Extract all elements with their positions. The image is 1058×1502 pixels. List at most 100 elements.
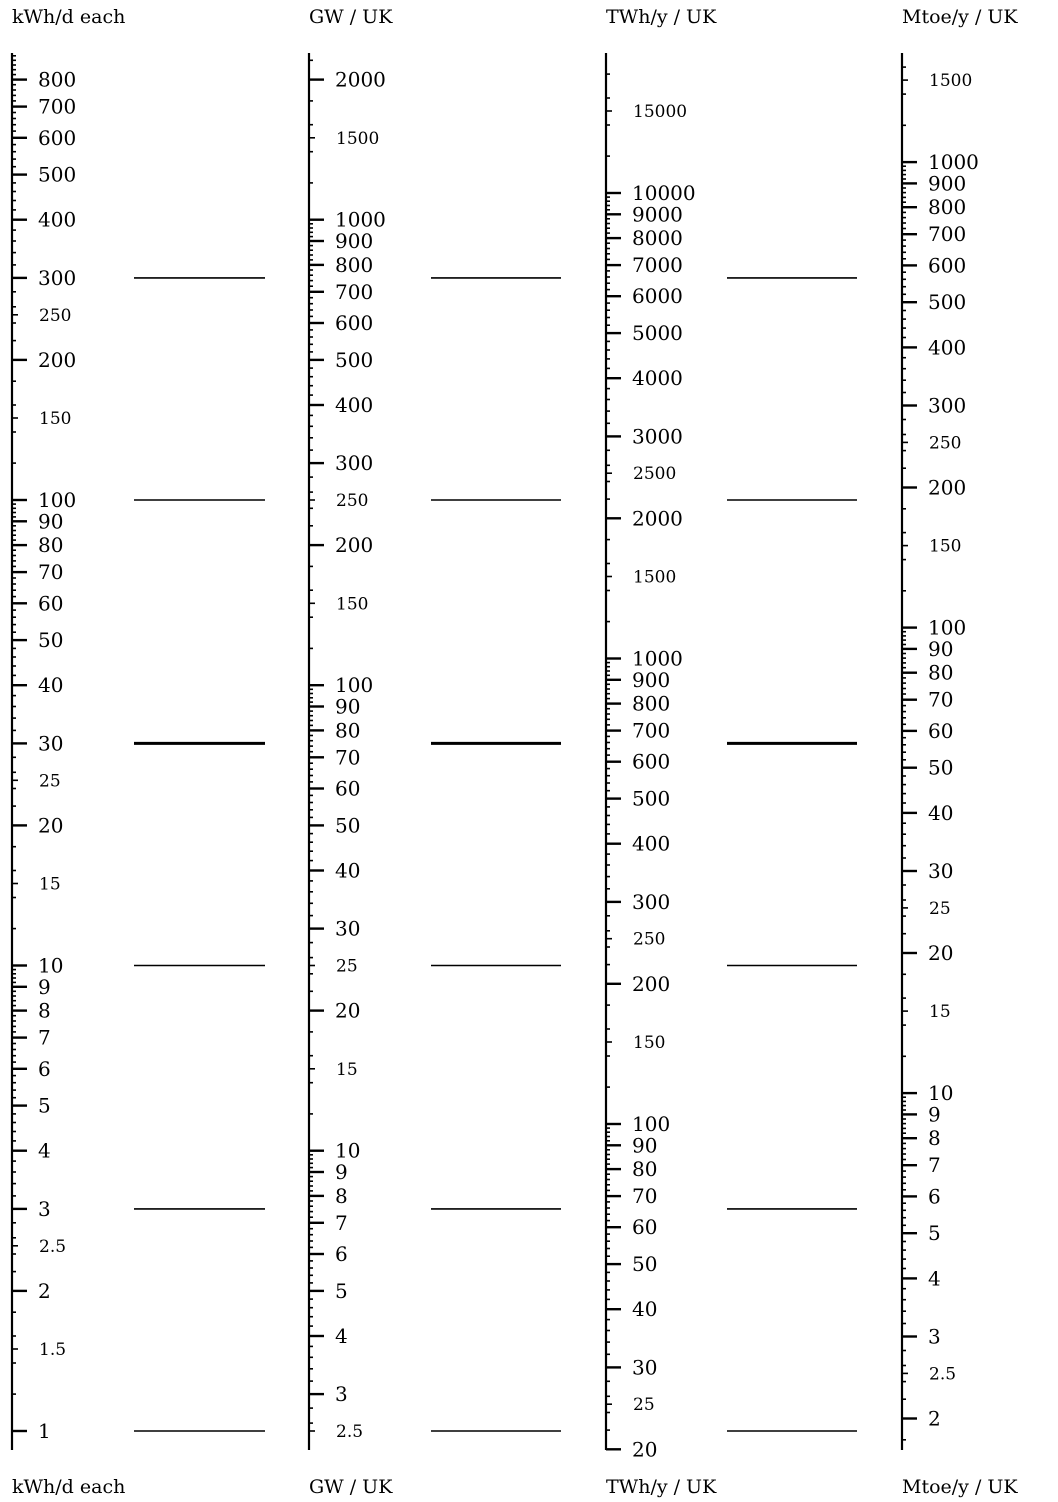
tick-label: 800 — [928, 195, 966, 219]
tick-label: 800 — [632, 692, 670, 716]
tick-label: 15000 — [633, 102, 687, 122]
tick-label: 40 — [928, 801, 953, 825]
tick-label: 300 — [335, 451, 373, 475]
tick-label: 400 — [38, 208, 76, 232]
tick-label: 15 — [929, 1002, 951, 1022]
tick-label: 2000 — [632, 506, 683, 530]
tick-label: 1 — [38, 1419, 51, 1443]
tick-label: 20 — [335, 999, 360, 1023]
tick-label: 8 — [928, 1126, 941, 1150]
tick-label: 1.5 — [39, 1340, 66, 1360]
tick-label: 40 — [632, 1297, 657, 1321]
tick-label: 150 — [336, 594, 368, 614]
tick-label: 250 — [633, 930, 665, 950]
tick-label: 9000 — [632, 202, 683, 226]
tick-label: 900 — [335, 229, 373, 253]
tick-label: 10 — [335, 1139, 360, 1163]
tick-label: 700 — [335, 280, 373, 304]
tick-label: 600 — [632, 750, 670, 774]
tick-label: 30 — [335, 917, 360, 941]
tick-label: 7 — [335, 1211, 348, 1235]
tick-label: 300 — [632, 890, 670, 914]
tick-label: 500 — [928, 290, 966, 314]
tick-label: 25 — [336, 957, 358, 977]
tick-label: 250 — [336, 491, 368, 511]
tick-label: 7000 — [632, 253, 683, 277]
tick-label: 800 — [335, 253, 373, 277]
tick-label: 2000 — [335, 68, 386, 92]
tick-label: 6 — [38, 1057, 51, 1081]
tick-label: 8 — [38, 999, 51, 1023]
tick-label: 70 — [335, 745, 360, 769]
tick-label: 300 — [928, 394, 966, 418]
tick-label: 150 — [39, 409, 71, 429]
tick-label: 400 — [335, 393, 373, 417]
tick-label: 2.5 — [39, 1237, 66, 1257]
tick-label: 30 — [632, 1355, 657, 1379]
tick-label: 700 — [928, 222, 966, 246]
tick-label: 1000 — [632, 647, 683, 671]
tick-label: 1500 — [929, 71, 972, 91]
tick-label: 700 — [38, 95, 76, 119]
tick-label: 200 — [928, 476, 966, 500]
tick-label: 200 — [335, 533, 373, 557]
tick-label: 2500 — [633, 464, 676, 484]
tick-label: 50 — [632, 1252, 657, 1276]
tick-label: 20 — [632, 1437, 657, 1461]
tick-label: 80 — [928, 661, 953, 685]
tick-label: 8000 — [632, 226, 683, 250]
tick-label: 4 — [38, 1139, 51, 1163]
tick-label: 3 — [928, 1325, 941, 1349]
tick-label: 60 — [38, 591, 63, 615]
tick-label: 7 — [38, 1026, 51, 1050]
tick-label: 10 — [928, 1081, 953, 1105]
tick-label: 15 — [39, 875, 61, 895]
tick-label: 80 — [335, 718, 360, 742]
tick-label: 400 — [928, 335, 966, 359]
tick-label: 700 — [632, 719, 670, 743]
tick-label: 400 — [632, 832, 670, 856]
tick-label: 900 — [928, 171, 966, 195]
tick-label: 10000 — [632, 181, 696, 205]
tick-label: 100 — [38, 488, 76, 512]
tick-label: 80 — [632, 1157, 657, 1181]
tick-label: 70 — [38, 560, 63, 584]
header-mtoe-per-year: Mtoe/y / UK — [902, 6, 1018, 28]
tick-label: 90 — [38, 509, 63, 533]
footer-mtoe-per-year: Mtoe/y / UK — [902, 1476, 1018, 1498]
tick-label: 4 — [928, 1266, 941, 1290]
tick-label: 70 — [928, 688, 953, 712]
tick-label: 9 — [335, 1160, 348, 1184]
tick-label: 1500 — [633, 568, 676, 588]
tick-label: 10 — [38, 954, 63, 978]
header-gw-uk: GW / UK — [309, 6, 393, 28]
tick-label: 9 — [928, 1102, 941, 1126]
tick-label: 25 — [633, 1395, 655, 1415]
tick-label: 100 — [632, 1112, 670, 1136]
tick-label: 100 — [335, 673, 373, 697]
tick-label: 8 — [335, 1184, 348, 1208]
tick-label: 5 — [928, 1221, 941, 1245]
tick-label: 100 — [928, 616, 966, 640]
tick-label: 80 — [38, 533, 63, 557]
tick-label: 2 — [38, 1279, 51, 1303]
tick-label: 20 — [38, 813, 63, 837]
tick-label: 500 — [38, 163, 76, 187]
tick-label: 70 — [632, 1184, 657, 1208]
tick-label: 500 — [335, 348, 373, 372]
tick-label: 50 — [928, 756, 953, 780]
tick-label: 250 — [39, 306, 71, 326]
tick-label: 60 — [928, 719, 953, 743]
tick-label: 4 — [335, 1324, 348, 1348]
tick-label: 150 — [929, 537, 961, 557]
tick-label: 30 — [38, 731, 63, 755]
tick-label: 90 — [632, 1133, 657, 1157]
tick-label: 500 — [632, 787, 670, 811]
tick-label: 3 — [38, 1197, 51, 1221]
tick-label: 40 — [38, 673, 63, 697]
tick-label: 3000 — [632, 424, 683, 448]
tick-label: 300 — [38, 266, 76, 290]
footer-kwh-per-day: kWh/d each — [12, 1476, 126, 1498]
tick-label: 50 — [38, 628, 63, 652]
